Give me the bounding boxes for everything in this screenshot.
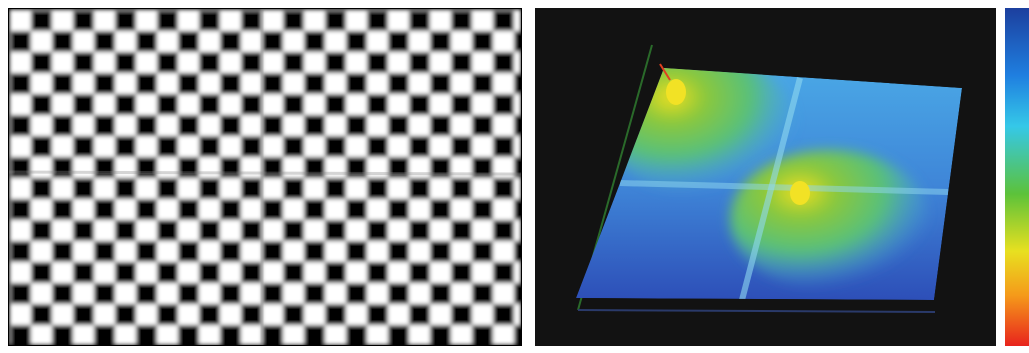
peak: [790, 181, 810, 205]
figure: [0, 0, 1029, 353]
page: [0, 0, 1029, 353]
checker-pattern: [9, 9, 521, 345]
seam: [9, 172, 521, 174]
checkerboard-image: [8, 8, 522, 346]
surface-render: [535, 8, 996, 346]
colorbar: [1005, 8, 1029, 346]
peak: [666, 79, 686, 105]
